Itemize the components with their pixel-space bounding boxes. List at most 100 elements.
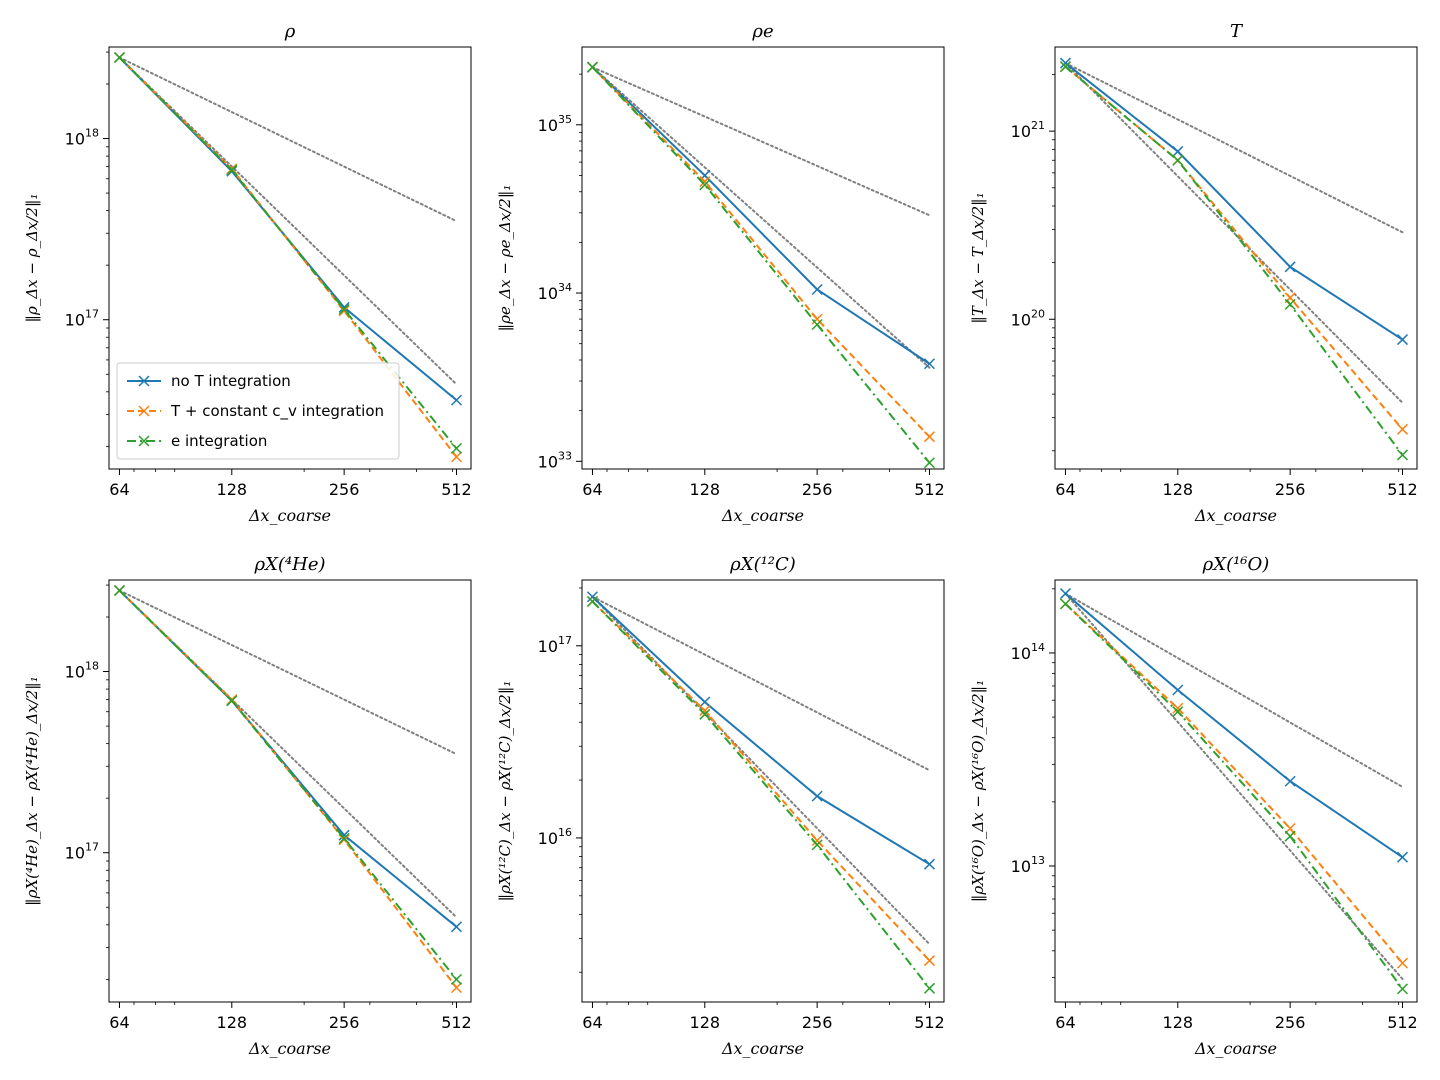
series-line bbox=[1064, 62, 1404, 341]
reference-line bbox=[118, 589, 458, 919]
chart-title: ρe bbox=[751, 21, 773, 42]
data-point bbox=[1059, 598, 1071, 610]
series-e_int bbox=[586, 595, 936, 994]
data-point bbox=[1284, 775, 1296, 787]
x-tick-label: 128 bbox=[217, 480, 248, 499]
x-tick-label: 128 bbox=[217, 1013, 248, 1032]
data-point bbox=[1396, 334, 1409, 346]
y-axis-label: ‖ρ_Δx − ρ_Δx/2‖₁ bbox=[23, 194, 41, 323]
series-line bbox=[1064, 603, 1404, 990]
data-point bbox=[699, 708, 711, 720]
series-line bbox=[591, 596, 930, 866]
legend: no T integration T + constant c_v integra… bbox=[116, 362, 400, 460]
axes-frame bbox=[108, 46, 472, 470]
chart-panel-6: ρX(¹⁶O) 64 128 256 512 Δx_coarse 1013 1014 ‖ρX(¹… bbox=[969, 554, 1418, 1058]
x-tick-label: 64 bbox=[109, 480, 129, 499]
series-T_cv bbox=[586, 595, 936, 967]
y-tick-label: 1016 bbox=[538, 826, 572, 848]
series-T_cv bbox=[1059, 61, 1409, 435]
series-T_cv bbox=[586, 61, 936, 443]
reference-line bbox=[118, 56, 458, 386]
data-point bbox=[1059, 57, 1071, 69]
x-axis-label: Δx_coarse bbox=[248, 1039, 331, 1058]
x-axis-label: Δx_coarse bbox=[721, 1039, 804, 1058]
series-no_T bbox=[1059, 57, 1409, 346]
series-line bbox=[1064, 603, 1404, 964]
data-point bbox=[1172, 684, 1184, 696]
data-point bbox=[450, 442, 463, 454]
series-line bbox=[591, 66, 931, 438]
y-tick-label: 1034 bbox=[538, 281, 572, 303]
reference-line bbox=[118, 589, 458, 756]
legend-marker bbox=[138, 405, 150, 417]
series-e_int bbox=[113, 51, 463, 454]
chart-title: ρX(⁴He) bbox=[253, 554, 325, 575]
data-point bbox=[1059, 588, 1071, 600]
data-point bbox=[923, 431, 936, 443]
x-tick-label: 512 bbox=[1387, 480, 1418, 499]
chart-panel-1: ρ 64 128 256 512 Δx_coarse 1017 1018 ‖ρ_Δx − ρ_Δ… bbox=[23, 21, 472, 525]
data-point bbox=[586, 591, 598, 603]
data-point bbox=[338, 829, 350, 841]
data-point bbox=[1396, 957, 1409, 969]
x-tick-label: 64 bbox=[1055, 480, 1075, 499]
x-tick-label: 256 bbox=[329, 480, 360, 499]
y-tick-label: 1033 bbox=[538, 449, 572, 471]
y-tick-label: 1021 bbox=[1011, 119, 1045, 141]
chart-panel-3: T 64 128 256 512 Δx_coarse 1020 1021 ‖T_Δx − T_Δ… bbox=[969, 21, 1418, 525]
x-tick-label: 512 bbox=[914, 480, 945, 499]
y-tick-label: 1020 bbox=[1011, 307, 1045, 329]
data-point bbox=[226, 164, 238, 176]
y-tick-label: 1017 bbox=[538, 634, 572, 656]
data-point bbox=[1396, 851, 1409, 863]
data-point bbox=[1172, 706, 1184, 718]
y-tick-label: 1035 bbox=[538, 113, 572, 135]
legend-label: e integration bbox=[171, 432, 267, 450]
data-point bbox=[450, 451, 463, 463]
data-point bbox=[450, 982, 463, 994]
x-tick-label: 512 bbox=[441, 1013, 472, 1032]
data-point bbox=[923, 982, 936, 994]
data-point bbox=[113, 584, 125, 597]
x-axis-label: Δx_coarse bbox=[721, 506, 804, 525]
x-tick-label: 64 bbox=[1055, 1013, 1075, 1032]
reference-line bbox=[591, 595, 931, 772]
data-point bbox=[450, 921, 463, 933]
series-line bbox=[591, 600, 931, 989]
reference-line bbox=[591, 66, 931, 217]
data-point bbox=[226, 695, 238, 707]
data-point bbox=[338, 832, 350, 844]
axes-frame bbox=[581, 579, 945, 1003]
y-axis-label: ‖ρX(¹²C)_Δx − ρX(¹²C)_Δx/2‖₁ bbox=[496, 681, 514, 902]
axes-frame bbox=[1054, 46, 1418, 470]
series-line bbox=[1064, 592, 1404, 859]
y-tick-label: 1013 bbox=[1011, 854, 1045, 876]
y-tick-label: 1014 bbox=[1011, 641, 1045, 663]
legend-box bbox=[116, 362, 400, 460]
x-tick-label: 256 bbox=[1275, 1013, 1306, 1032]
data-point bbox=[811, 834, 823, 847]
x-tick-label: 64 bbox=[109, 1013, 129, 1032]
y-tick-label: 1018 bbox=[65, 127, 99, 149]
x-tick-label: 512 bbox=[1387, 1013, 1418, 1032]
data-point bbox=[811, 839, 823, 851]
data-point bbox=[699, 179, 711, 191]
legend-marker bbox=[138, 375, 150, 387]
data-point bbox=[450, 394, 463, 406]
chart-title: ρ bbox=[284, 21, 296, 42]
y-tick-label: 1017 bbox=[65, 841, 99, 863]
axes-frame bbox=[1054, 579, 1418, 1003]
chart-panel-2: ρe 64 128 256 512 Δx_coarse 1033 1034 1035 ‖ρe_Δx… bbox=[496, 21, 945, 525]
series-line bbox=[118, 589, 458, 980]
series-T_cv bbox=[1059, 598, 1409, 969]
series-line bbox=[118, 56, 458, 449]
legend-marker bbox=[138, 435, 150, 447]
data-point bbox=[450, 973, 463, 985]
data-point bbox=[1059, 61, 1071, 73]
data-point bbox=[811, 313, 823, 325]
data-point bbox=[586, 61, 598, 73]
series-line bbox=[118, 589, 458, 989]
legend-label: no T integration bbox=[171, 372, 291, 390]
x-tick-label: 128 bbox=[1163, 480, 1194, 499]
